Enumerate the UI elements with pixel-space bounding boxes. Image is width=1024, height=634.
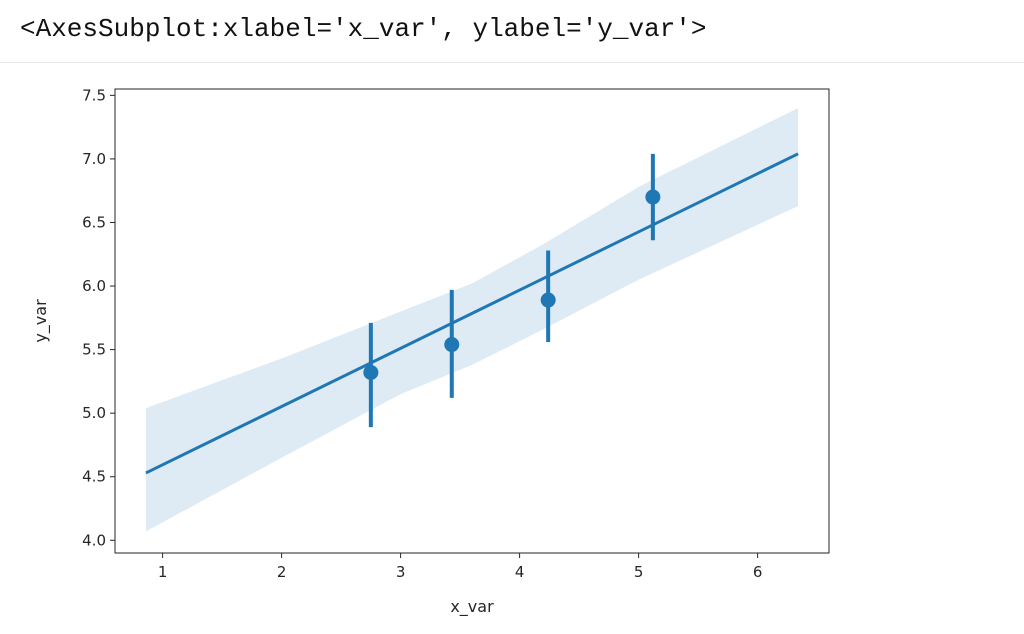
- tick-layer: 1 2 3 4 5 6 4.0 4.5 5.0 5.5 6.0 6.5 7.0 7.5: [82, 86, 762, 581]
- axes-frame-rect: [114, 88, 830, 554]
- y-tick-label: 7.5: [82, 86, 106, 104]
- y-tick-label: 6.0: [82, 277, 106, 295]
- y-tick-label: 6.5: [82, 213, 106, 231]
- confidence-band-layer: [145, 108, 799, 532]
- point-layer: [363, 189, 661, 380]
- x-tick-label: 4: [515, 563, 525, 581]
- x-tick-label: 3: [396, 563, 406, 581]
- y-tick-label: 7.0: [82, 150, 106, 168]
- data-point: [444, 337, 460, 353]
- confidence-band: [145, 108, 799, 532]
- axes-frame: [114, 88, 830, 554]
- data-point: [645, 189, 661, 205]
- y-axis-label: y_var: [31, 299, 51, 343]
- x-tick-label: 2: [277, 563, 287, 581]
- y-tick-label: 4.5: [82, 468, 106, 486]
- regression-line-layer: [145, 152, 799, 475]
- y-tick-label: 5.0: [82, 404, 106, 422]
- y-tick-label: 4.0: [82, 531, 106, 549]
- axes-repr-text: <AxesSubplot:xlabel='x_var', ylabel='y_v…: [20, 14, 707, 44]
- y-tick-label: 5.5: [82, 341, 106, 359]
- regression-line: [145, 152, 799, 475]
- output-divider: [0, 62, 1024, 63]
- x-tick-label: 1: [158, 563, 168, 581]
- x-tick-label: 5: [634, 563, 644, 581]
- x-tick-label: 6: [753, 563, 763, 581]
- x-axis-label: x_var: [450, 597, 494, 617]
- data-point: [363, 364, 379, 380]
- data-point: [540, 292, 556, 308]
